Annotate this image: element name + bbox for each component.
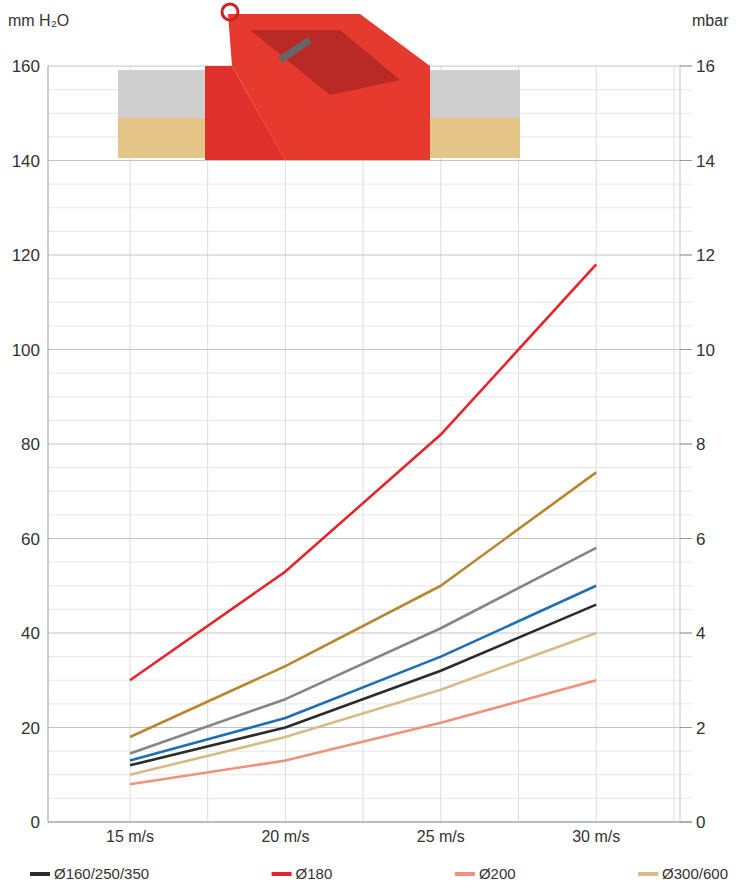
grid xyxy=(48,66,692,822)
legend-item: Ø180 xyxy=(272,865,333,882)
lifting-eye xyxy=(222,4,238,20)
y2-tick xyxy=(680,727,692,728)
legend: Ø160/250/350 Ø180 Ø200 Ø300/600 xyxy=(30,865,728,882)
y2-tick xyxy=(680,349,692,350)
legend-swatch xyxy=(30,872,50,876)
minor-grid xyxy=(48,491,692,492)
minor-grid xyxy=(48,184,692,185)
y2-tick-label: 14 xyxy=(696,152,715,171)
valve-hatch xyxy=(250,30,400,95)
y2-tick xyxy=(680,444,692,445)
x-tick-label: 30 m/s xyxy=(572,828,620,845)
minor-grid xyxy=(48,373,692,374)
legend-label: Ø300/600 xyxy=(662,865,728,882)
y-tick-label: 40 xyxy=(21,624,40,643)
y2-tick-label: 12 xyxy=(696,246,715,265)
y-tick-label: 100 xyxy=(12,341,40,360)
y2-axis-title: mbar xyxy=(692,12,729,29)
minor-grid xyxy=(48,302,692,303)
grid-line xyxy=(48,727,692,728)
series-line xyxy=(130,680,596,784)
series-line xyxy=(130,633,596,775)
minor-grid xyxy=(48,231,692,232)
legend-label: Ø180 xyxy=(296,865,333,882)
series-line xyxy=(130,264,596,680)
grid-line xyxy=(48,160,692,161)
grid-line xyxy=(48,349,692,350)
y-tick-label: 0 xyxy=(31,813,40,832)
x-tick-label: 15 m/s xyxy=(106,828,154,845)
y-tick-label: 60 xyxy=(21,530,40,549)
y-axis xyxy=(48,66,49,822)
y2-tick-label: 8 xyxy=(696,435,705,454)
y2-tick xyxy=(680,66,692,67)
y2-tick xyxy=(680,822,692,823)
minor-grid xyxy=(48,514,692,515)
minor-grid xyxy=(48,703,692,704)
minor-grid xyxy=(48,396,692,397)
valve-body xyxy=(228,14,430,160)
legend-swatch xyxy=(455,872,475,876)
series-line xyxy=(130,586,596,761)
y2-tick-label: 6 xyxy=(696,530,705,549)
y-tick-label: 20 xyxy=(21,719,40,738)
series-line xyxy=(130,472,596,737)
legend-swatch xyxy=(272,872,292,876)
x-axis xyxy=(48,822,692,823)
minor-grid xyxy=(48,609,692,610)
actuator xyxy=(280,40,310,60)
y2-tick-label: 10 xyxy=(696,341,715,360)
x-tick-label: 25 m/s xyxy=(417,828,465,845)
y2-tick-label: 4 xyxy=(696,624,705,643)
minor-grid xyxy=(48,207,692,208)
minor-grid xyxy=(48,656,692,657)
illustration xyxy=(118,4,520,160)
y-tick-label: 160 xyxy=(12,57,40,76)
y-tick-label: 140 xyxy=(12,152,40,171)
y2-tick-label: 2 xyxy=(696,719,705,738)
y2-tick-label: 16 xyxy=(696,57,715,76)
legend-item: Ø200 xyxy=(455,865,516,882)
legend-label: Ø160/250/350 xyxy=(54,865,149,882)
minor-grid xyxy=(48,798,692,799)
grid-line xyxy=(48,255,692,256)
grid-line xyxy=(48,822,692,823)
legend-item: Ø300/600 xyxy=(638,865,728,882)
grid-line xyxy=(48,444,692,445)
y2-tick xyxy=(680,255,692,256)
minor-grid xyxy=(48,751,692,752)
series-line xyxy=(130,548,596,754)
minor-grid xyxy=(48,278,692,279)
minor-grid xyxy=(48,774,692,775)
minor-grid xyxy=(48,467,692,468)
y-axis-title: mm H₂O xyxy=(8,12,69,29)
legend-label: Ø200 xyxy=(479,865,516,882)
series-group xyxy=(130,264,596,784)
y2-tick xyxy=(680,160,692,161)
legend-item: Ø160/250/350 xyxy=(30,865,149,882)
minor-grid xyxy=(48,562,692,563)
y-tick-label: 120 xyxy=(12,246,40,265)
y-tick-label: 80 xyxy=(21,435,40,454)
minor-grid xyxy=(48,325,692,326)
chart: 0 20 40 60 80 100 120 140 160 0 2 4 6 8 10 12 14 16 mm H₂O… xyxy=(0,0,742,888)
minor-grid xyxy=(48,420,692,421)
y2-tick-label: 0 xyxy=(696,813,705,832)
legend-swatch xyxy=(638,872,658,876)
y2-tick xyxy=(680,538,692,539)
grid-line xyxy=(48,538,692,539)
y2-tick xyxy=(680,633,692,634)
x-tick-label: 20 m/s xyxy=(261,828,309,845)
